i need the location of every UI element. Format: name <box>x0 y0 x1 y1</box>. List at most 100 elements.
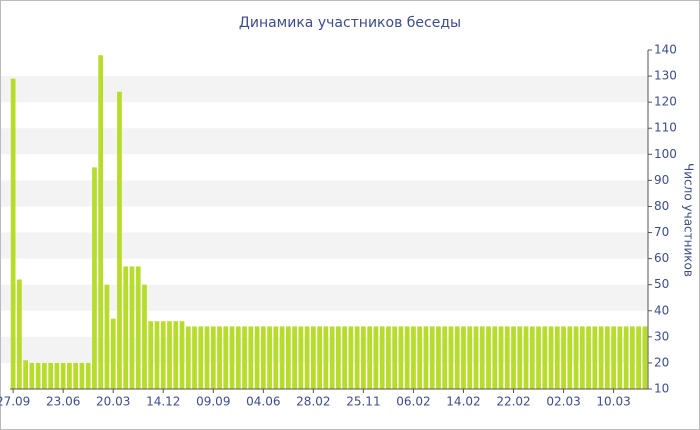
y-tick-label: 30 <box>654 329 669 343</box>
x-tick-label: 14.02 <box>446 395 480 409</box>
x-tick-label: 10.03 <box>596 395 630 409</box>
bar <box>192 326 197 389</box>
bar <box>42 362 47 389</box>
bar <box>479 326 485 389</box>
x-tick-label: 23.06 <box>46 395 80 409</box>
bar <box>117 91 122 389</box>
y-tick-label: 140 <box>654 43 677 57</box>
bar <box>323 326 329 389</box>
bar <box>586 326 591 389</box>
bar <box>579 326 585 389</box>
bar <box>454 326 460 389</box>
bar <box>223 326 229 389</box>
bar <box>492 326 498 389</box>
bar <box>160 321 166 389</box>
bar <box>29 362 35 389</box>
bar <box>60 362 66 389</box>
bar <box>386 326 391 389</box>
grid-band <box>1 180 648 207</box>
bar <box>404 326 410 389</box>
bar <box>204 326 210 389</box>
bar <box>542 326 548 389</box>
bar <box>104 284 110 389</box>
y-tick-label: 100 <box>654 147 677 161</box>
bar <box>135 266 141 389</box>
bar <box>154 321 160 389</box>
bar <box>92 167 97 389</box>
bar <box>229 326 235 389</box>
grid-band <box>1 232 648 259</box>
bar <box>317 326 322 389</box>
bar <box>367 326 373 389</box>
bar <box>310 326 316 389</box>
bar <box>423 326 429 389</box>
bar <box>267 326 272 389</box>
y-tick-label: 120 <box>654 95 677 109</box>
bar <box>342 326 348 389</box>
x-tick-label: 06.02 <box>396 395 430 409</box>
bar <box>417 326 423 389</box>
bar <box>611 326 616 389</box>
bar <box>67 362 72 389</box>
y-axis-title: Число участников <box>682 163 696 277</box>
bar <box>10 78 16 389</box>
y-tick-label: 50 <box>654 277 669 291</box>
bar <box>529 326 535 389</box>
bar <box>179 321 185 389</box>
bar <box>554 326 560 389</box>
bar <box>292 326 297 389</box>
bar <box>379 326 385 389</box>
bar <box>629 326 635 389</box>
bar <box>85 362 91 389</box>
bar <box>392 326 398 389</box>
bar <box>148 321 154 389</box>
bar <box>304 326 310 389</box>
bar <box>185 326 191 389</box>
y-tick-label: 40 <box>654 303 669 317</box>
bar <box>617 326 623 389</box>
bar <box>210 326 216 389</box>
bar <box>623 326 629 389</box>
y-tick-label: 80 <box>654 199 669 213</box>
y-tick-label: 90 <box>654 173 669 187</box>
bar <box>429 326 435 389</box>
bar <box>467 326 473 389</box>
bar <box>361 326 366 389</box>
bar <box>504 326 510 389</box>
bar <box>54 362 60 389</box>
bar <box>473 326 479 389</box>
bar <box>573 326 579 389</box>
bar <box>17 279 22 389</box>
bar <box>298 326 304 389</box>
x-tick-label: 25.11 <box>346 395 380 409</box>
x-tick-label: 27.09 <box>0 395 30 409</box>
bar <box>592 326 598 389</box>
bar <box>567 326 573 389</box>
grid-band <box>1 76 648 103</box>
y-tick-label: 10 <box>654 382 669 396</box>
y-tick-label: 20 <box>654 355 669 369</box>
bar <box>285 326 291 389</box>
bar <box>517 326 523 389</box>
bar <box>511 326 516 389</box>
bar <box>98 55 104 389</box>
bar <box>167 321 172 389</box>
bar <box>373 326 379 389</box>
bar <box>23 360 29 389</box>
x-tick-label: 20.03 <box>96 395 130 409</box>
bar <box>73 362 79 389</box>
bar <box>448 326 454 389</box>
bar <box>536 326 541 389</box>
bar <box>273 326 279 389</box>
bar <box>598 326 604 389</box>
bar <box>248 326 254 389</box>
bar <box>336 326 341 389</box>
bar <box>235 326 241 389</box>
bar <box>35 362 41 389</box>
bar <box>348 326 354 389</box>
bar <box>198 326 204 389</box>
bar <box>242 326 247 389</box>
bar <box>561 326 566 389</box>
bar <box>636 326 641 389</box>
